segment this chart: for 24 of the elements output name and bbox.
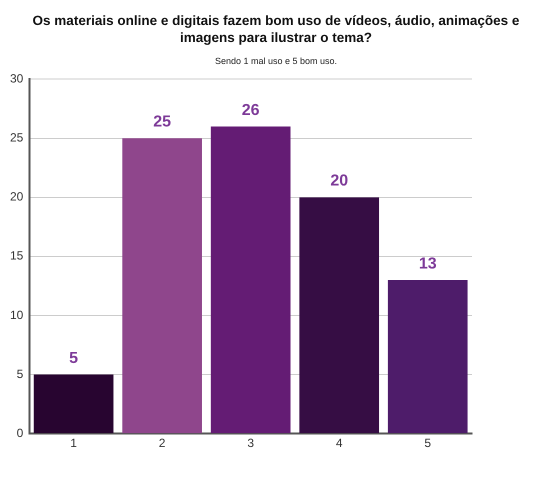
- bar: [299, 197, 380, 434]
- data-label: 20: [330, 172, 348, 190]
- y-tick-label: 30: [10, 72, 24, 86]
- bar: [122, 138, 202, 434]
- chart-subtitle: Sendo 1 mal uso e 5 bom uso.: [214, 56, 338, 66]
- data-label: 25: [153, 114, 172, 131]
- data-label: 5: [69, 350, 78, 367]
- bar: [388, 280, 468, 434]
- y-tick-label: 15: [10, 248, 24, 263]
- y-tick-label: 0: [16, 426, 24, 440]
- x-tick-label: 1: [70, 436, 78, 450]
- data-label: 26: [242, 102, 260, 119]
- chart-title: Os materiais online e digitais fazem bom uso de vídeos, áudio, animações e imagens para ilustrar o tema?: [32, 12, 520, 46]
- y-tick-label: 25: [10, 130, 24, 145]
- bar: [34, 374, 114, 434]
- x-tick-label: 2: [158, 436, 166, 450]
- x-tick-label: 5: [424, 436, 432, 450]
- data-label: 13: [418, 255, 437, 272]
- y-tick-label: 20: [10, 190, 24, 204]
- y-tick-label: 5: [16, 366, 24, 381]
- x-tick-label: 3: [247, 436, 254, 450]
- bar: [210, 126, 291, 434]
- y-tick-label: 10: [10, 308, 24, 322]
- x-tick-label: 4: [336, 436, 343, 450]
